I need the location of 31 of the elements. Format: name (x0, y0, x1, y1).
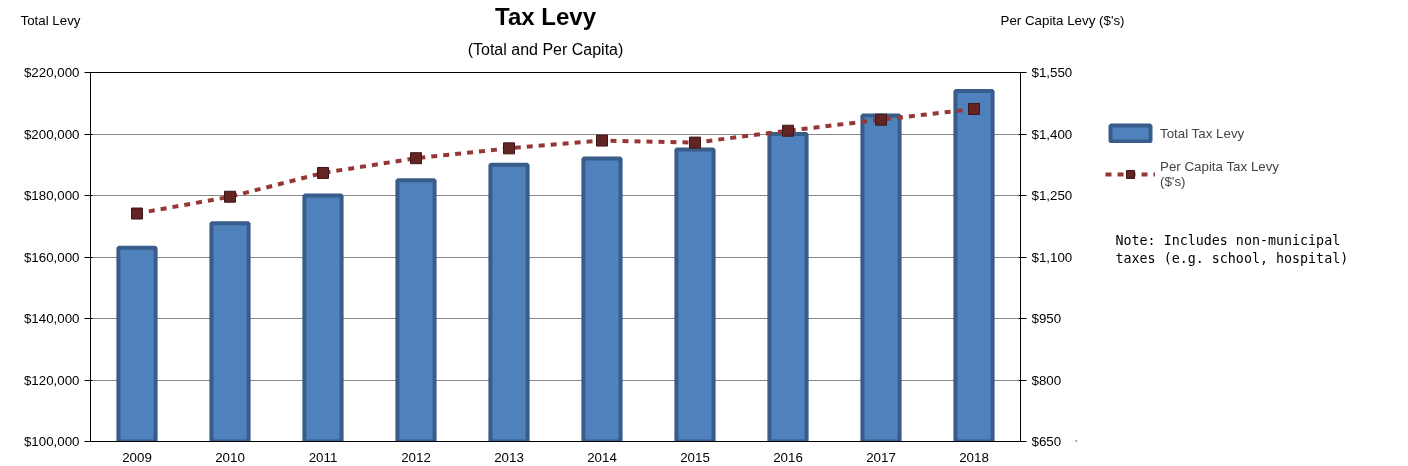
x-tick-label: 2013 (494, 449, 524, 465)
y2-tick-label: $1,550 (1031, 65, 1073, 80)
x-tick-label: 2012 (401, 449, 431, 465)
y2-tick-label: $650 (1031, 434, 1062, 449)
x-tick-label: 2017 (866, 449, 896, 465)
y2-tick-label: $800 (1031, 372, 1062, 388)
x-tick-label: 2014 (587, 449, 618, 465)
x-tick-label: 2010 (215, 449, 245, 465)
x-tick-label: 2009 (122, 449, 152, 465)
chart-title: Tax Levy (495, 2, 597, 30)
y-tick-label: $180,000 (23, 188, 80, 203)
y2-tick-label: $950 (1031, 311, 1062, 326)
y-tick-label: $160,000 (23, 249, 80, 265)
y-tick-label: $140,000 (23, 311, 80, 326)
y-axis-title: Total Levy (20, 13, 81, 28)
x-tick-label: 2018 (959, 449, 989, 465)
text: Note: Includes non-municipal taxes (e.g. school, hospital) (1115, 233, 1349, 267)
y2-tick-label: $1,250 (1031, 188, 1073, 203)
x-tick-label: 2011 (308, 449, 338, 465)
y-tick-label: $220,000 (23, 65, 80, 80)
chart-subtitle: (Total and Per Capita) (467, 40, 624, 58)
legend-label: Per Capita Tax Levy ($'s) (1160, 159, 1280, 189)
y-tick-label: $120,000 (23, 372, 80, 388)
y2-tick-label: $1,400 (1031, 126, 1073, 142)
y2-tick-label: $1,100 (1031, 249, 1073, 265)
y2-axis-title: Per Capita Levy ($'s) (1000, 13, 1125, 28)
x-tick-label: 2015 (680, 449, 710, 465)
y-tick-label: $200,000 (23, 126, 80, 142)
y-tick-label: $100,000 (23, 434, 80, 449)
legend-label: Total Tax Levy (1160, 125, 1245, 141)
x-tick-label: 2016 (773, 449, 803, 465)
